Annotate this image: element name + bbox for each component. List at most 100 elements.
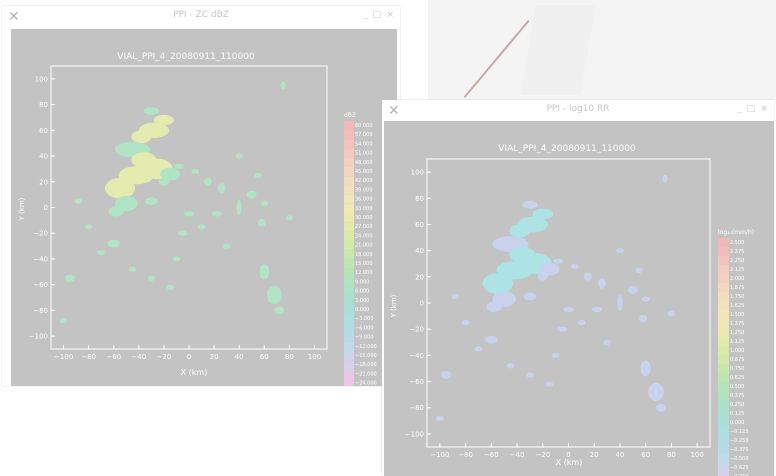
colorbar-swatch: [344, 351, 354, 361]
x-tick-label: 20: [210, 353, 219, 361]
echo-blob: [648, 382, 664, 402]
echo-blob: [254, 172, 262, 178]
echo-blob: [235, 153, 243, 159]
colorbar-label: −9.000: [355, 335, 374, 341]
echo-blob: [538, 262, 560, 276]
colorbar-swatch: [718, 400, 729, 409]
colorbar-label: 9.000: [355, 279, 369, 285]
maximize-button[interactable]: □: [746, 104, 755, 114]
colorbar-label: 3.000: [355, 298, 369, 304]
colorbar-label: 0.125: [730, 411, 744, 417]
colorbar-label: 21.000: [355, 243, 373, 249]
colorbar-label: 6.000: [355, 289, 369, 295]
echo-blob: [532, 208, 554, 220]
y-tick-label: 60: [39, 127, 48, 135]
echo-blob: [104, 177, 136, 199]
colorbar-swatch: [344, 231, 354, 241]
echo-blob: [147, 275, 156, 281]
y-tick-label: −20: [409, 326, 424, 334]
echo-blob: [285, 215, 294, 221]
echo-blob: [166, 284, 174, 290]
colorbar-swatch: [344, 286, 354, 296]
echo-blob: [553, 258, 564, 264]
x-tick-label: 20: [590, 451, 599, 459]
colorbar-swatch: [344, 249, 354, 259]
title-bar[interactable]: ✕ PPI - ZC dBZ _ □ ×: [2, 6, 400, 28]
colorbar-label: 0.000: [730, 420, 744, 426]
colorbar-swatch: [718, 310, 729, 319]
echo-blob: [108, 206, 124, 217]
echo-blob: [486, 301, 502, 313]
echo-blob: [143, 107, 159, 115]
colorbar-swatch: [344, 341, 354, 351]
colorbar-swatch: [718, 391, 729, 400]
x-tick-label: −40: [510, 451, 525, 459]
x-tick-label: 100: [308, 353, 321, 361]
colorbar-label: 1.250: [730, 330, 744, 336]
echo-blob: [174, 163, 184, 169]
colorbar-label: 0.875: [730, 357, 744, 363]
window-title: PPI - log10 RR: [546, 104, 610, 114]
colorbar-label: −24.000: [355, 381, 377, 386]
x-tick-label: 60: [260, 353, 269, 361]
ppi-zc-window[interactable]: ✕ PPI - ZC dBZ _ □ × VIAL_PPI_4_20080911…: [2, 6, 400, 386]
colorbar-label: 33.000: [355, 206, 373, 212]
colorbar-swatch: [344, 360, 354, 370]
y-tick-label: 80: [415, 195, 424, 203]
colorbar-swatch: [718, 256, 729, 265]
x-tick-label: −100: [430, 451, 449, 459]
minimize-button[interactable]: _: [737, 104, 743, 114]
colorbar-label: 0.375: [730, 393, 744, 399]
x-tick-label: 40: [235, 353, 244, 361]
echo-blob: [506, 363, 515, 369]
echo-blob: [84, 224, 93, 230]
title-bar[interactable]: ✕ PPI - log10 RR _ □ ×: [382, 100, 774, 122]
echo-blob: [59, 318, 68, 324]
echo-blob: [145, 197, 158, 206]
echo-blob: [236, 199, 242, 216]
echo-blob: [97, 249, 105, 256]
colorbar-swatch: [344, 121, 354, 131]
close-button[interactable]: ×: [760, 104, 768, 114]
colorbar-swatch: [344, 185, 354, 195]
echo-blob: [274, 306, 285, 315]
echo-blob: [74, 198, 83, 204]
y-tick-label: 60: [415, 221, 424, 229]
echo-blob: [64, 274, 75, 283]
colorbar-swatch: [718, 274, 729, 283]
echo-blob: [656, 403, 667, 412]
echo-blob: [635, 267, 644, 273]
close-button[interactable]: ×: [386, 10, 394, 20]
colorbar-label: −3.000: [355, 316, 374, 322]
ppi-log10rr-window[interactable]: ✕ PPI - log10 RR _ □ × VIAL_PPI_4_200809…: [382, 100, 774, 476]
colorbar-label: 60.000: [355, 123, 373, 129]
y-tick-label: 80: [39, 101, 48, 109]
minimize-button[interactable]: _: [363, 10, 369, 20]
echo-blob: [571, 263, 579, 269]
echo-blob: [128, 266, 137, 272]
colorbar-swatch: [344, 176, 354, 186]
echo-blob: [172, 256, 181, 262]
colorbar-swatch: [344, 240, 354, 250]
colorbar-label: 27.000: [355, 224, 373, 230]
colorbar-label: 2.000: [730, 276, 744, 282]
colorbar-label: 1.875: [730, 285, 744, 291]
y-tick-label: 20: [415, 273, 424, 281]
colorbar-label: −0.375: [730, 447, 749, 453]
colorbar-label: 24.000: [355, 233, 373, 239]
echo-blob: [545, 381, 554, 387]
maximize-button[interactable]: □: [372, 10, 381, 20]
colorbar-label: 18.000: [355, 252, 373, 258]
colorbar-label: 48.000: [355, 160, 373, 166]
colorbar-label: 0.250: [730, 402, 744, 408]
colorbar-label: 36.000: [355, 197, 373, 203]
colorbar-swatch: [344, 194, 354, 204]
colorbar-label: 1.750: [730, 294, 744, 300]
colorbar-swatch: [718, 364, 729, 373]
colorbar-label: −12.000: [355, 344, 377, 350]
x-tick-label: −100: [54, 353, 73, 361]
echo-blob: [204, 177, 212, 186]
y-tick-label: 40: [39, 153, 48, 161]
echo-blob: [246, 190, 257, 199]
colorbar-swatch: [718, 328, 729, 337]
